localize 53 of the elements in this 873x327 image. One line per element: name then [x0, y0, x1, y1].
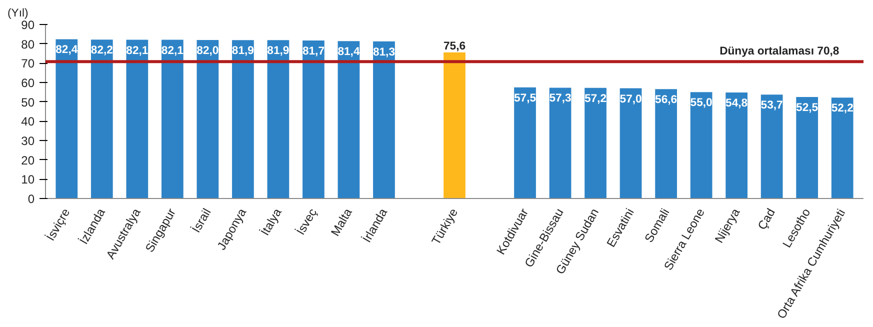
- y-tick-label: 60: [21, 76, 35, 90]
- data-label: 57,0: [620, 93, 642, 106]
- y-tick-label: 0: [28, 192, 35, 206]
- data-label: 82,1: [161, 44, 184, 57]
- data-label: 82,1: [126, 44, 148, 57]
- y-tick-label: 90: [21, 18, 35, 32]
- bar: [302, 40, 324, 198]
- data-label: 81,9: [267, 45, 290, 58]
- bar: [126, 40, 148, 198]
- data-label: 57,2: [584, 92, 607, 105]
- bar: [620, 88, 642, 198]
- data-label: 82,2: [90, 44, 113, 57]
- data-label: 54,8: [726, 98, 748, 110]
- y-tick-label: 40: [21, 114, 35, 129]
- bar: [267, 40, 290, 198]
- data-label: 57,5: [514, 92, 536, 104]
- bar: [655, 89, 677, 198]
- y-tick-label: 50: [21, 95, 35, 110]
- data-label: 57,3: [549, 92, 572, 105]
- data-label: 81,7: [302, 46, 325, 58]
- bar: [831, 98, 854, 198]
- bar: [690, 92, 712, 198]
- data-label: 52,2: [831, 102, 854, 115]
- bar: [232, 40, 254, 198]
- bar: [444, 52, 466, 198]
- bar: [514, 87, 536, 198]
- y-tick-label: 10: [21, 172, 35, 187]
- y-tick-label: 80: [21, 37, 35, 52]
- y-tick-label: 30: [21, 134, 35, 148]
- data-label: 55,0: [690, 97, 712, 110]
- bar: [726, 92, 748, 198]
- bar: [796, 97, 818, 198]
- y-axis-title: (Yıl): [8, 8, 28, 20]
- bar: [90, 40, 113, 198]
- bar: [196, 40, 219, 198]
- bar: [162, 40, 184, 198]
- y-tick-label: 20: [21, 153, 35, 168]
- data-label: 75,6: [443, 40, 466, 52]
- bar: [760, 94, 783, 198]
- ref-line-label: Dünya ortalaması 70,8: [720, 46, 840, 58]
- x-tick-label: Çad: [754, 206, 778, 232]
- data-label: 56,6: [655, 94, 678, 106]
- bar: [549, 88, 572, 198]
- data-label: 53,7: [760, 100, 783, 112]
- data-label: 82,0: [196, 44, 219, 57]
- data-label: 81,3: [372, 46, 396, 58]
- bar: [373, 41, 395, 198]
- data-label: 81,9: [232, 45, 254, 58]
- bar: [338, 41, 360, 198]
- y-tick-label: 70: [21, 56, 35, 71]
- bar: [56, 39, 78, 198]
- data-label: 52,5: [796, 102, 818, 114]
- bar: [584, 88, 606, 198]
